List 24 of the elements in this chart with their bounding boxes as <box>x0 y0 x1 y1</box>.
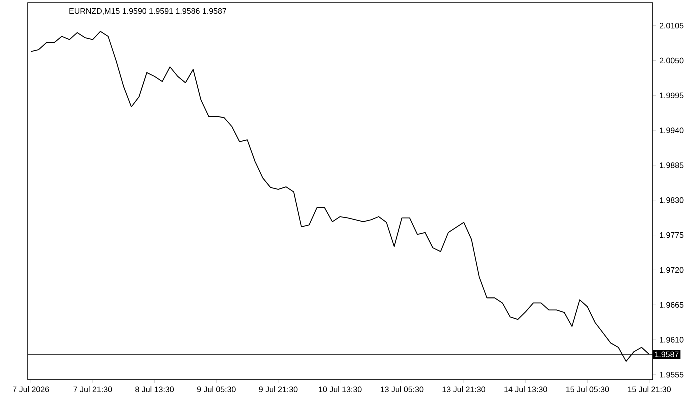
y-tick-label: 2.0105 <box>660 23 684 29</box>
x-tick-label: 15 Jul 05:30 <box>566 386 610 392</box>
x-tick-label: 8 Jul 13:30 <box>136 386 174 392</box>
ref-line-label: 1.9587 <box>655 352 679 358</box>
x-tick-label: 14 Jul 13:30 <box>504 386 548 392</box>
y-tick-label: 1.9775 <box>660 232 684 238</box>
y-tick-label: 2.0050 <box>660 58 684 64</box>
y-tick-label: 1.9995 <box>660 92 684 98</box>
y-tick-label: 1.9610 <box>660 337 684 343</box>
y-tick-label: 1.9665 <box>660 302 684 308</box>
x-tick-label: 7 Jul 2026 <box>13 386 50 392</box>
x-tick-label: 7 Jul 21:30 <box>74 386 112 392</box>
x-tick-label: 13 Jul 21:30 <box>442 386 486 392</box>
y-tick-label: 1.9555 <box>660 372 684 378</box>
x-tick-label: 13 Jul 05:30 <box>380 386 424 392</box>
x-tick-label: 9 Jul 21:30 <box>259 386 298 392</box>
x-tick-label: 9 Jul 05:30 <box>197 386 236 392</box>
y-tick-label: 1.9830 <box>660 198 684 204</box>
x-tick-label: 10 Jul 13:30 <box>319 386 362 392</box>
y-tick-label: 1.9885 <box>660 162 684 168</box>
y-tick-label: 1.9940 <box>660 128 684 134</box>
y-tick-label: 1.9720 <box>660 267 684 274</box>
x-tick-label: 15 Jul 21:30 <box>628 386 672 392</box>
text: EURNZD,M15 1.9590 1.9591 1.9586 1.9587 <box>70 8 226 16</box>
